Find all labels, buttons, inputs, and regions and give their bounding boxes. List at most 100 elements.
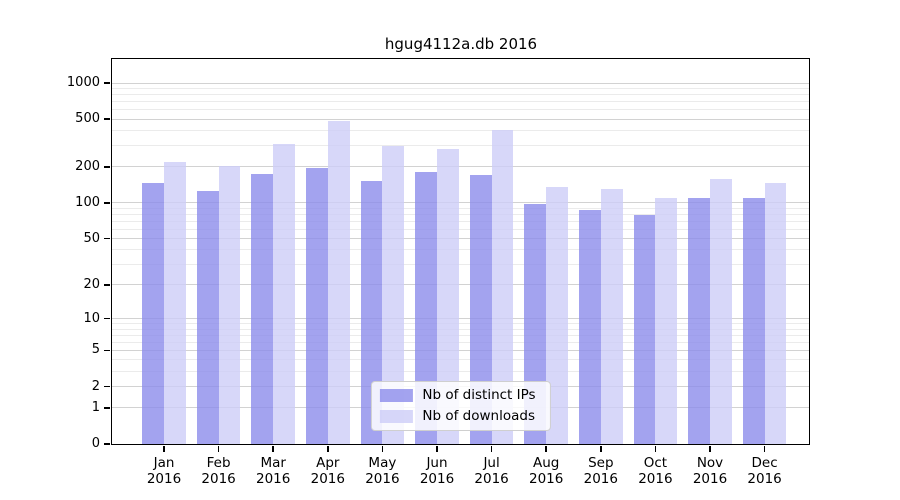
x-tick-label: May 2016 bbox=[352, 455, 412, 487]
bar-ips-jul bbox=[469, 175, 492, 444]
x-tick-mark bbox=[545, 446, 547, 452]
y-tick-label: 500 bbox=[75, 111, 100, 127]
x-tick-mark bbox=[654, 446, 657, 452]
year-label: 2016 bbox=[583, 471, 618, 487]
legend-swatch-downloads bbox=[379, 410, 413, 423]
plot-area: Nb of distinct IPs Nb of downloads 0 1 2 5 1… bbox=[67, 58, 810, 487]
month-label: Oct bbox=[643, 455, 668, 471]
bar-downloads-oct bbox=[655, 197, 678, 444]
major-gridline bbox=[112, 238, 809, 240]
x-tick-label: Dec 2016 bbox=[735, 455, 795, 487]
x-tick-label: Jun 2016 bbox=[407, 455, 467, 487]
month-label: Nov bbox=[696, 455, 724, 471]
month-label: Aug bbox=[533, 455, 560, 471]
y-tick-mark bbox=[104, 284, 110, 286]
bar-downloads-jul bbox=[491, 129, 514, 444]
bar-downloads-sep bbox=[600, 188, 623, 444]
legend-label-distinct-ips: Nb of distinct IPs bbox=[422, 387, 536, 403]
legend-label-downloads: Nb of downloads bbox=[422, 408, 535, 424]
bar-ips-may bbox=[360, 180, 383, 444]
legend-item-downloads: Nb of downloads bbox=[379, 409, 535, 424]
x-tick-mark bbox=[381, 446, 384, 452]
minor-gridline bbox=[112, 130, 809, 132]
minor-gridline bbox=[112, 264, 809, 266]
y-tick-label: 2 bbox=[91, 378, 100, 394]
month-label: Jan bbox=[153, 455, 175, 471]
minor-gridline bbox=[112, 249, 809, 251]
major-gridline bbox=[112, 284, 809, 286]
major-gridline bbox=[112, 118, 809, 120]
bar-ips-feb bbox=[196, 190, 219, 444]
bar-ips-jan bbox=[142, 183, 164, 444]
year-label: 2016 bbox=[474, 471, 509, 487]
bar-downloads-mar bbox=[273, 144, 295, 444]
minor-gridline bbox=[112, 328, 809, 330]
x-tick-mark bbox=[163, 446, 165, 452]
month-label: May bbox=[368, 455, 397, 471]
y-tick-mark bbox=[104, 317, 110, 320]
year-label: 2016 bbox=[256, 471, 291, 487]
y-tick-mark bbox=[104, 202, 110, 204]
year-label: 2016 bbox=[419, 471, 455, 487]
bar-downloads-jan bbox=[164, 161, 186, 444]
y-tick-mark bbox=[104, 349, 110, 352]
year-label: 2016 bbox=[747, 471, 782, 487]
y-tick-mark bbox=[104, 82, 110, 84]
chart-title: hgug4112a.db 2016 bbox=[384, 35, 538, 53]
y-tick-mark bbox=[104, 166, 110, 168]
year-label: 2016 bbox=[529, 471, 564, 487]
month-label: Feb bbox=[206, 455, 231, 471]
minor-gridline bbox=[112, 359, 809, 361]
x-tick-label: Feb 2016 bbox=[189, 455, 249, 487]
month-label: Jun bbox=[426, 455, 448, 471]
x-tick-label: Mar 2016 bbox=[243, 455, 303, 487]
bar-ips-nov bbox=[688, 197, 710, 444]
x-tick-mark bbox=[763, 446, 766, 452]
x-tick-label: Jul 2016 bbox=[462, 455, 522, 487]
x-tick-label: Apr 2016 bbox=[298, 455, 358, 487]
x-tick-label: Nov 2016 bbox=[680, 455, 740, 487]
bar-downloads-aug bbox=[546, 186, 568, 444]
x-tick-mark bbox=[600, 446, 602, 452]
bar-ips-dec bbox=[742, 197, 765, 444]
month-label: Mar bbox=[260, 455, 286, 471]
year-label: 2016 bbox=[365, 471, 400, 487]
bar-downloads-may bbox=[382, 145, 405, 444]
y-tick-mark bbox=[104, 237, 110, 240]
minor-gridline bbox=[112, 341, 809, 343]
y-tick-label: 1000 bbox=[66, 75, 100, 91]
x-tick-mark bbox=[490, 446, 493, 452]
legend: Nb of distinct IPs Nb of downloads bbox=[370, 381, 551, 431]
x-tick-mark bbox=[327, 446, 329, 452]
year-label: 2016 bbox=[146, 471, 182, 487]
y-tick-label: 200 bbox=[75, 158, 100, 174]
month-label: Dec bbox=[751, 455, 778, 471]
minor-gridline bbox=[112, 371, 809, 373]
y-tick-label: 1 bbox=[91, 399, 100, 415]
y-tick-label: 100 bbox=[75, 194, 100, 210]
legend-item-distinct-ips: Nb of distinct IPs bbox=[379, 387, 536, 403]
y-tick-label: 20 bbox=[83, 276, 100, 292]
minor-gridline bbox=[112, 101, 809, 103]
x-tick-label: Oct 2016 bbox=[625, 455, 685, 487]
bar-downloads-jun bbox=[437, 148, 459, 444]
bar-downloads-feb bbox=[218, 165, 241, 444]
bar-ips-mar bbox=[251, 173, 274, 444]
month-label: Jul bbox=[483, 455, 500, 471]
y-tick-mark bbox=[104, 407, 110, 409]
bar-ips-apr bbox=[306, 167, 328, 444]
y-tick-label: 0 bbox=[91, 436, 100, 451]
month-label: Sep bbox=[588, 455, 614, 471]
year-label: 2016 bbox=[310, 471, 345, 487]
minor-gridline bbox=[112, 88, 809, 90]
minor-gridline bbox=[112, 228, 809, 230]
year-label: 2016 bbox=[201, 471, 236, 487]
x-tick-label: Aug 2016 bbox=[516, 455, 576, 487]
minor-gridline bbox=[112, 145, 809, 147]
x-tick-mark bbox=[436, 446, 438, 452]
minor-gridline bbox=[112, 109, 809, 111]
bar-ips-jun bbox=[415, 172, 437, 444]
minor-gridline bbox=[112, 207, 809, 209]
x-tick-label: Sep 2016 bbox=[571, 455, 631, 487]
